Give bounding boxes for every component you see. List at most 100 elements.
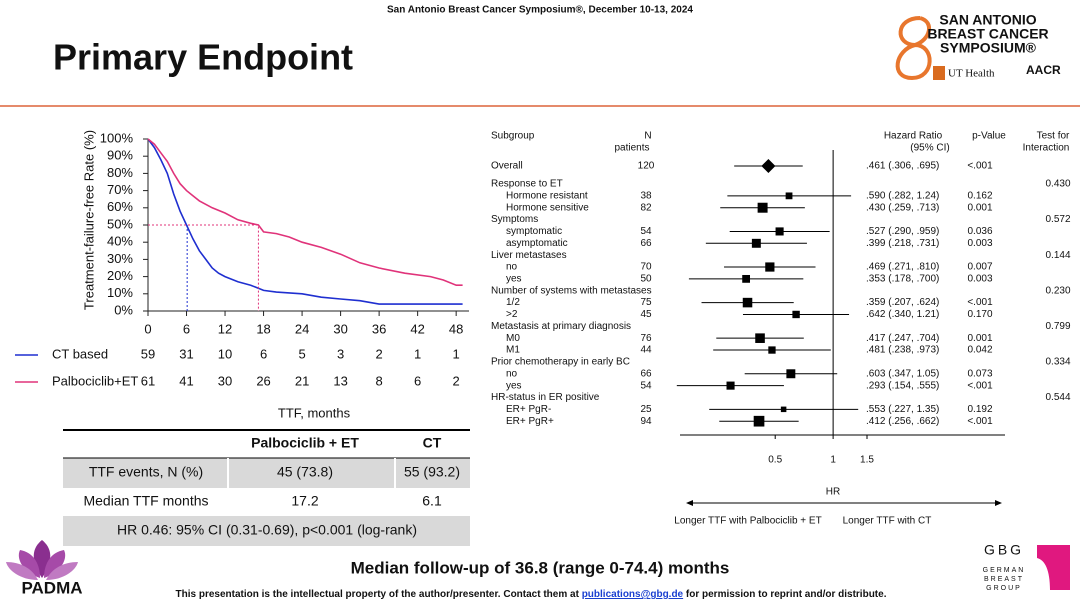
at-risk-count: 41 <box>179 373 193 388</box>
hazard-ratio-marker <box>768 346 776 354</box>
gbg-logo-text: GBG <box>984 542 1024 558</box>
subgroup-label: Overall <box>491 161 523 172</box>
at-risk-count: 30 <box>218 373 232 388</box>
column-header: patients <box>614 143 649 154</box>
p-value: 0.001 <box>967 202 992 213</box>
interaction-p: 0.572 <box>1045 214 1070 225</box>
hazard-ratio-marker <box>742 297 753 308</box>
p-value: 0.192 <box>967 404 992 415</box>
hazard-ratio-marker <box>755 333 765 343</box>
x-tick-label: 0 <box>144 321 151 336</box>
y-tick-label: 30% <box>107 251 133 266</box>
hazard-ratio-text: .353 (.178, .700) <box>866 274 939 285</box>
legend-label: Palbociclib+ET <box>52 373 138 388</box>
at-risk-count: 13 <box>333 373 347 388</box>
subgroup-label: Hormone sensitive <box>506 202 589 213</box>
subgroup-label: M0 <box>506 333 520 344</box>
n-patients: 54 <box>640 380 652 391</box>
table-cell: 55 (93.2) <box>404 464 460 480</box>
gbg-logo-text: GERMAN <box>983 567 1026 574</box>
hazard-ratio-text: .590 (.282, 1.24) <box>866 191 939 202</box>
hazard-ratio-marker <box>753 415 765 427</box>
at-risk-count: 1 <box>453 346 460 361</box>
at-risk-count: 26 <box>256 373 270 388</box>
at-risk-count: 59 <box>141 346 155 361</box>
at-risk-count: 8 <box>376 373 383 388</box>
n-patients: 76 <box>640 333 652 344</box>
survival-curve <box>147 138 463 305</box>
hazard-ratio-text: .469 (.271, .810) <box>866 262 939 273</box>
p-value: <.001 <box>967 161 993 172</box>
hazard-ratio-marker <box>765 262 775 272</box>
y-tick-label: 90% <box>107 148 133 163</box>
notice: This presentation is the intellectual pr… <box>176 589 887 600</box>
p-value: 0.003 <box>967 274 992 285</box>
table-row-bg <box>63 516 470 546</box>
y-tick-label: 70% <box>107 182 133 197</box>
hazard-ratio-text: .527 (.290, .959) <box>866 226 939 237</box>
y-tick-label: 80% <box>107 165 133 180</box>
column-header: Test for <box>1037 131 1070 142</box>
padma-logo-text: PADMA <box>21 578 82 597</box>
n-patients: 94 <box>640 416 652 427</box>
y-axis-label: Treatment-failure-free Rate (%) <box>81 130 96 310</box>
p-value: 0.007 <box>967 262 992 273</box>
subgroup-label: Liver metastases <box>491 250 567 261</box>
hazard-ratio-marker <box>780 406 787 413</box>
x-tick-label: 6 <box>183 321 190 336</box>
interaction-p: 0.544 <box>1045 392 1070 403</box>
hazard-ratio-text: .359 (.207, .624) <box>866 297 939 308</box>
table-cell: TTF events, N (%) <box>89 464 203 480</box>
hazard-ratio-marker <box>742 274 751 283</box>
p-value: 0.170 <box>967 309 992 320</box>
follow-up: Median follow-up of 36.8 (range 0-74.4) … <box>351 558 730 577</box>
column-header: Subgroup <box>491 131 535 142</box>
hazard-ratio-text: .461 (.306, .695) <box>866 161 939 172</box>
table-row-bg <box>63 458 470 488</box>
subgroup-label: yes <box>506 274 522 285</box>
x-axis-label: HR <box>826 487 840 498</box>
hazard-ratio-marker <box>792 310 800 319</box>
hazard-ratio-text: .399 (.218, .731) <box>866 238 939 249</box>
subgroup-label: ER+ PgR- <box>506 404 551 415</box>
at-risk-count: 6 <box>414 373 421 388</box>
gbg-logo-mark <box>1037 545 1070 590</box>
slide-title: Primary Endpoint <box>53 37 353 78</box>
at-risk-count: 2 <box>376 346 383 361</box>
p-value: <.001 <box>967 416 993 427</box>
table-header: CT <box>423 435 442 451</box>
p-value: 0.001 <box>967 333 992 344</box>
at-risk-count: 31 <box>179 346 193 361</box>
subgroup-label: Response to ET <box>491 179 563 190</box>
hazard-ratio-text: .412 (.256, .662) <box>866 416 939 427</box>
n-patients: 66 <box>640 368 652 379</box>
subgroup-label: symptomatic <box>506 226 562 237</box>
y-tick-label: 100% <box>100 130 134 145</box>
overall-diamond <box>761 159 776 173</box>
hazard-ratio-marker <box>785 192 793 200</box>
column-header: N <box>644 131 651 142</box>
x-tick-label: 12 <box>218 321 232 336</box>
table-cell: 17.2 <box>291 493 318 509</box>
at-risk-count: 5 <box>298 346 305 361</box>
hazard-ratio-text: .293 (.154, .555) <box>866 380 939 391</box>
subgroup-label: yes <box>506 380 522 391</box>
ut-logo-mark <box>933 66 945 80</box>
subgroup-label: asymptomatic <box>506 238 568 249</box>
y-tick-label: 20% <box>107 268 133 283</box>
hazard-ratio-marker <box>786 369 796 379</box>
p-value: 0.003 <box>967 238 992 249</box>
hazard-ratio-text: .642 (.340, 1.21) <box>866 309 939 320</box>
email-link[interactable]: publications@gbg.de <box>582 589 684 600</box>
median-line <box>148 224 259 311</box>
p-value: 0.042 <box>967 345 992 356</box>
interaction-p: 0.230 <box>1045 285 1070 296</box>
table-header: Palbociclib + ET <box>251 435 359 451</box>
n-patients: 66 <box>640 238 652 249</box>
column-header: Hazard Ratio <box>884 131 943 142</box>
n-patients: 75 <box>640 297 652 308</box>
subgroup-label: no <box>506 262 518 273</box>
logo-text: SAN ANTONIO <box>939 12 1036 28</box>
x-tick-label: 24 <box>295 321 309 336</box>
direction-label: Longer TTF with CT <box>843 516 932 527</box>
